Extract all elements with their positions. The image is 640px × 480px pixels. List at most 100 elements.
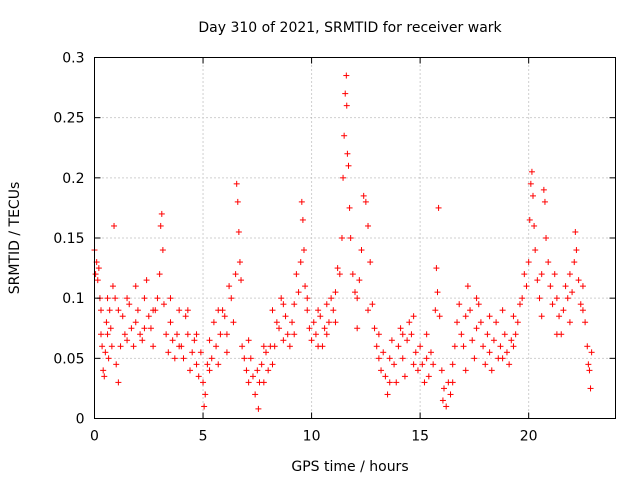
data-point — [223, 331, 230, 338]
data-point — [530, 192, 537, 199]
data-point — [566, 319, 573, 326]
y-tick-label: 0.25 — [53, 111, 84, 127]
data-point — [273, 319, 280, 326]
x-tick-label: 10 — [303, 429, 321, 445]
data-point — [145, 313, 152, 320]
data-point — [543, 235, 550, 241]
data-point — [95, 265, 102, 272]
data-point — [482, 361, 489, 368]
data-point — [297, 259, 304, 266]
data-point — [132, 319, 139, 326]
data-point — [111, 222, 118, 229]
data-point — [375, 355, 382, 362]
data-point — [406, 319, 413, 326]
x-tick-label: 15 — [411, 429, 429, 445]
data-point — [317, 313, 324, 320]
data-point — [108, 343, 115, 350]
y-tick-label: 0.3 — [62, 51, 84, 67]
data-point — [347, 235, 354, 241]
data-point — [545, 259, 552, 266]
data-point — [475, 301, 482, 308]
x-tick-label: 5 — [199, 429, 208, 445]
data-point — [540, 186, 547, 193]
data-point — [134, 307, 141, 314]
data-point — [575, 277, 582, 284]
data-point — [171, 355, 178, 362]
data-point — [150, 307, 157, 314]
data-point — [404, 337, 411, 344]
data-point — [107, 325, 114, 332]
data-point — [434, 289, 441, 296]
data-point — [553, 295, 560, 302]
data-point — [541, 198, 548, 205]
data-point — [534, 277, 541, 284]
data-point — [341, 132, 348, 139]
data-point — [299, 216, 306, 223]
data-point — [119, 313, 126, 320]
data-point — [523, 283, 530, 290]
data-point — [410, 313, 417, 320]
data-point — [516, 301, 523, 308]
data-point — [265, 367, 272, 374]
data-point — [371, 325, 378, 332]
data-point — [525, 259, 532, 266]
data-point — [193, 361, 200, 368]
data-point — [197, 349, 204, 356]
y-tick-label: 0 — [76, 412, 85, 428]
data-point — [271, 343, 278, 350]
data-point — [538, 313, 545, 320]
data-point — [158, 210, 165, 217]
data-point — [365, 222, 372, 229]
data-point — [102, 349, 109, 356]
data-point — [553, 331, 560, 338]
data-point — [584, 343, 591, 350]
data-point — [571, 259, 578, 266]
data-point — [503, 349, 510, 356]
data-point — [137, 331, 144, 338]
data-point — [239, 343, 246, 350]
data-point — [486, 349, 493, 356]
data-point — [397, 325, 404, 332]
data-point — [343, 72, 350, 79]
data-point — [210, 319, 217, 326]
data-point — [112, 295, 119, 302]
data-point — [380, 349, 387, 356]
data-point — [354, 295, 361, 302]
data-point — [124, 337, 131, 344]
data-point — [439, 397, 446, 404]
data-point — [373, 343, 380, 350]
data-point — [321, 325, 328, 332]
data-point — [325, 319, 332, 326]
data-point — [106, 307, 113, 314]
data-point — [423, 331, 430, 338]
data-point — [160, 301, 167, 308]
data-point — [121, 331, 128, 338]
data-point — [98, 307, 105, 314]
x-tick-label: 0 — [90, 429, 99, 445]
data-point — [334, 265, 341, 272]
data-point — [433, 265, 440, 272]
x-axis-label: GPS time / hours — [291, 459, 408, 475]
data-point — [157, 222, 164, 229]
data-point — [92, 271, 99, 278]
data-point — [232, 271, 239, 278]
data-point — [480, 343, 487, 350]
data-point — [280, 301, 287, 308]
data-point — [124, 295, 131, 302]
data-point — [193, 331, 200, 338]
data-point — [105, 355, 112, 362]
data-point — [278, 295, 285, 302]
data-point — [467, 307, 474, 314]
data-point — [300, 247, 307, 254]
data-point — [340, 174, 347, 181]
data-point — [399, 355, 406, 362]
data-point — [310, 319, 317, 326]
data-point — [441, 385, 448, 392]
data-point — [104, 295, 111, 302]
data-point — [293, 271, 300, 278]
data-point — [117, 343, 124, 350]
data-point — [291, 301, 298, 308]
data-point — [386, 355, 393, 362]
data-point — [512, 331, 519, 338]
